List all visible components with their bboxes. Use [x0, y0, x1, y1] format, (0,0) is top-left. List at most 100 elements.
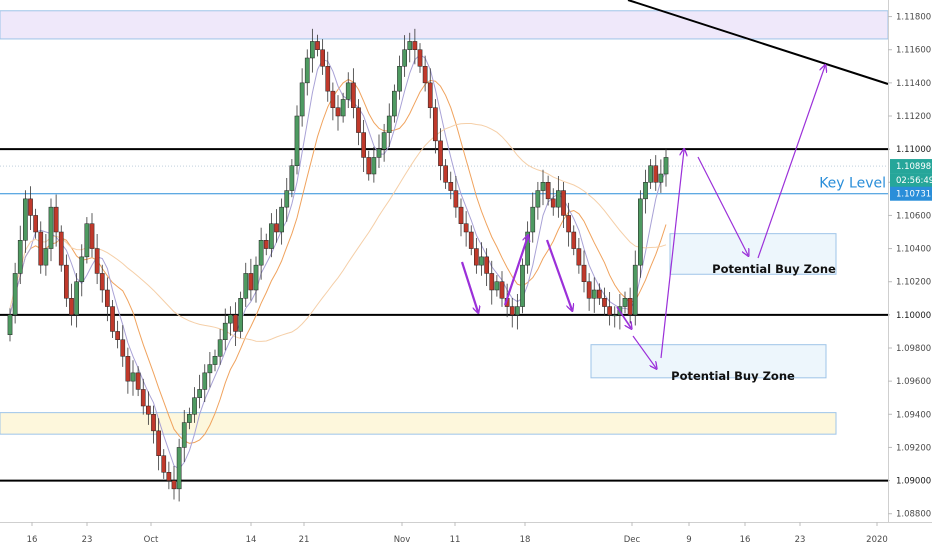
candle	[576, 237, 582, 274]
time-tick-label: Nov	[394, 535, 411, 545]
candle	[602, 287, 607, 316]
candle	[69, 283, 74, 326]
candle-body	[284, 190, 290, 208]
candle	[110, 299, 115, 339]
candle-body	[525, 231, 530, 266]
candle-body	[581, 264, 587, 282]
candle-body	[412, 41, 418, 50]
candle-body	[33, 215, 38, 233]
candle	[233, 302, 238, 347]
candle-body	[515, 306, 520, 316]
candle	[84, 217, 90, 264]
countdown-text: 02:56:49	[896, 176, 932, 186]
candle-body	[110, 306, 115, 332]
candle	[258, 227, 264, 280]
purple-arrow-up-to-resistance	[660, 150, 684, 359]
time-tick-label: 16	[740, 535, 751, 545]
candle	[397, 55, 402, 100]
candle	[561, 181, 566, 229]
candle	[89, 213, 95, 258]
candle-body	[438, 140, 443, 166]
time-tick-label: 14	[246, 535, 257, 545]
candle-body	[345, 82, 351, 100]
candle-body	[509, 306, 515, 316]
candle-body	[94, 248, 100, 274]
candle	[12, 262, 18, 324]
candle-body	[310, 41, 315, 59]
candle-body	[166, 472, 172, 481]
candle	[489, 260, 495, 305]
candle	[135, 366, 141, 397]
candle-body	[386, 115, 392, 133]
candle	[407, 32, 413, 63]
candle	[202, 364, 208, 403]
zone-box-2	[0, 412, 837, 435]
candle	[151, 405, 156, 444]
candle-body	[556, 190, 561, 208]
candle-body	[499, 281, 505, 299]
candle	[315, 34, 320, 57]
candle-body	[325, 66, 331, 92]
candle-body	[638, 198, 643, 266]
candle	[48, 198, 54, 262]
candle	[535, 181, 541, 220]
candle	[38, 221, 44, 274]
candle-body	[356, 107, 361, 133]
candle	[304, 49, 310, 96]
candle	[484, 248, 489, 287]
key-level-label: Key Level	[819, 176, 886, 192]
candle	[263, 233, 269, 256]
key-level-badge: 1.10731	[890, 186, 932, 201]
candle	[612, 306, 618, 328]
level-badge-109000: 1.09000	[890, 473, 932, 488]
candle-body	[304, 57, 310, 84]
purple-arrow-projection-up	[757, 66, 825, 259]
candle-body	[171, 480, 177, 490]
time-axis[interactable]: 16 23 Oct 14 21 Nov 11 18 Dec 9 16 23 2020	[0, 522, 932, 545]
candle-body	[417, 49, 423, 67]
candle-body	[520, 264, 525, 307]
candle-body	[484, 256, 489, 274]
candle	[638, 190, 643, 278]
candle	[187, 407, 192, 430]
time-tick-label: 21	[299, 535, 310, 545]
level-badge-110000: 1.10000	[890, 307, 932, 322]
candle-body	[248, 273, 254, 291]
candle	[192, 387, 197, 423]
candle	[412, 28, 418, 65]
candle-body	[274, 223, 279, 233]
candle	[622, 291, 628, 314]
time-tick-label: 23	[82, 535, 93, 545]
candle-body	[545, 182, 551, 200]
candle	[171, 465, 177, 500]
candle	[212, 349, 218, 372]
price-axis[interactable]: 1.11800 1.11600 1.11400 1.11200 1.11000 1.108…	[888, 0, 932, 550]
candle-body	[422, 66, 428, 84]
candle-body	[315, 41, 320, 50]
candle-body	[48, 206, 54, 249]
candle	[58, 225, 64, 272]
candle-body	[135, 372, 141, 390]
candles-layer	[7, 28, 669, 502]
candle	[320, 39, 325, 75]
purple-arrow-up-1	[503, 236, 528, 306]
candle	[643, 169, 648, 214]
candle-body	[228, 314, 233, 324]
candle	[366, 150, 372, 181]
candle-body	[238, 298, 243, 332]
candle	[556, 175, 561, 218]
candle	[386, 103, 392, 148]
candle	[376, 134, 382, 169]
candle-body	[79, 256, 85, 282]
countdown-badge: 02:56:49	[890, 173, 932, 188]
candle-body	[233, 314, 238, 332]
candle-body	[294, 115, 300, 166]
candle-body	[53, 206, 59, 233]
candle	[53, 194, 59, 247]
zone-box-4	[590, 344, 827, 379]
candle-body	[448, 182, 454, 191]
current-price-badge: 1.10898	[890, 159, 932, 174]
time-tick-label: Oct	[144, 535, 159, 545]
candle-body	[530, 206, 536, 233]
candle	[356, 99, 361, 146]
